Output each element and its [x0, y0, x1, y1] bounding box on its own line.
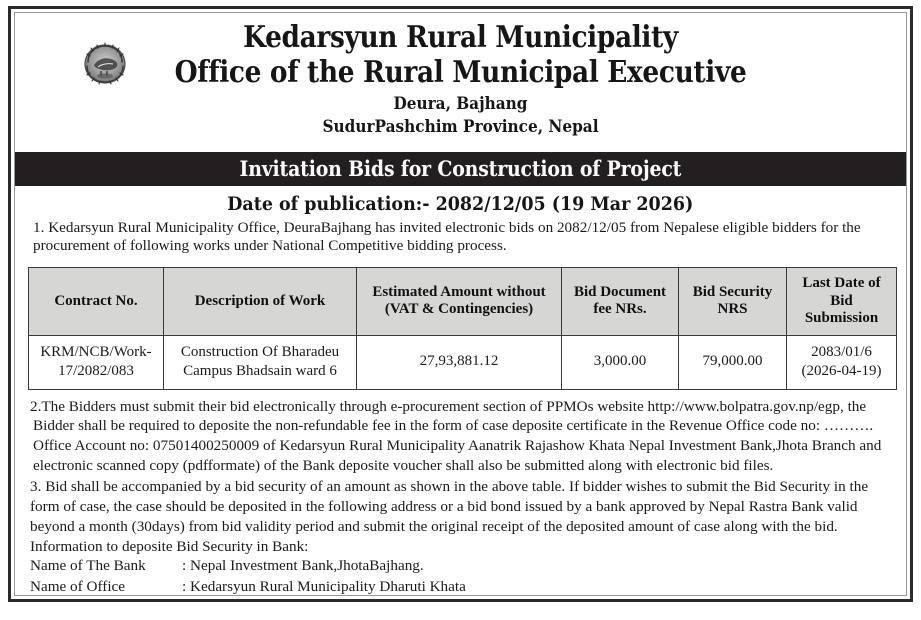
- cell-last-date-line2: (2026-04-19): [801, 362, 882, 379]
- th-bid-document-fee-line1: Bid Document: [573, 283, 667, 300]
- paragraph-1: 1. Kedarsyun Rural Municipality Office, …: [33, 218, 861, 254]
- bank-label-name-of-bank: Name of The Bank: [30, 557, 146, 575]
- th-estimated-amount-line2: (VAT & Contingencies): [384, 301, 534, 318]
- organization-office: Office of the Rural Municipal Executive: [174, 54, 747, 90]
- cell-contract-no-line1: KRM/NCB/Work-: [40, 344, 152, 361]
- cell-description-line1: Construction Of Bharadeu: [180, 344, 340, 361]
- bank-label-name-of-office: Name of Office: [30, 577, 126, 595]
- bank-value-name-of-office: : Kedarsyun Rural Municipality Dharuti K…: [182, 577, 466, 595]
- th-contract-no: Contract No.: [28, 267, 164, 337]
- notice-inner-frame: Kedarsyun Rural Municipality Office of t…: [14, 12, 907, 596]
- th-bid-security-line1: Bid Security: [692, 283, 773, 300]
- organization-name: Kedarsyun Rural Municipality: [243, 20, 678, 55]
- paragraph-3: 3. Bid shall be accompanied by a bid sec…: [30, 478, 869, 555]
- bank-info-row-office: Name of Office : Kedarsyun Rural Municip…: [30, 577, 893, 595]
- table-row: KRM/NCB/Work- 17/2082/083 Construction O…: [28, 335, 897, 390]
- th-bid-document-fee: Bid Document fee NRs.: [561, 267, 679, 337]
- paragraph-2-body: Bidder shall be required to deposite the…: [33, 417, 882, 474]
- paragraph-2-line1: 2.The Bidders must submit their bid elec…: [30, 397, 867, 415]
- table-header-row: Contract No. Description of Work Estimat…: [28, 267, 897, 337]
- bid-details-table: Contract No. Description of Work Estimat…: [28, 267, 897, 390]
- th-last-date-line1: Last Date of Bid: [802, 275, 881, 309]
- th-bid-document-fee-line2: fee NRs.: [593, 301, 647, 318]
- notice-outer-frame: Kedarsyun Rural Municipality Office of t…: [8, 6, 913, 602]
- th-estimated-amount-line1: Estimated Amount without: [372, 283, 546, 300]
- notice-header: Kedarsyun Rural Municipality Office of t…: [15, 13, 906, 145]
- notice-title-banner: Invitation Bids for Construction of Proj…: [15, 151, 906, 186]
- bank-information-block: Name of The Bank : Nepal Investment Bank…: [28, 556, 893, 595]
- organization-place: Deura, Bajhang: [393, 94, 528, 115]
- th-bid-security: Bid Security NRS: [678, 267, 787, 337]
- publication-date-text: Date of publication:- 2082/12/05 (19 Mar…: [227, 192, 694, 215]
- cell-contract-no-line2: 17/2082/083: [58, 362, 134, 379]
- bank-info-row-bank: Name of The Bank : Nepal Investment Bank…: [30, 556, 893, 576]
- cell-bid-security: 79,000.00: [678, 335, 787, 390]
- th-last-date-of-bid-submission: Last Date of Bid Submission: [786, 267, 897, 337]
- paragraph-2: 2.The Bidders must submit their bid elec…: [28, 396, 893, 475]
- nepal-government-emblem-icon: [77, 35, 133, 91]
- cell-last-date-line1: 2083/01/6: [811, 344, 872, 361]
- th-description-of-work: Description of Work: [163, 267, 357, 337]
- cell-description-line2: Campus Bhadsain ward 6: [183, 362, 337, 379]
- cell-description: Construction Of Bharadeu Campus Bhadsain…: [163, 335, 357, 390]
- bank-value-name-of-bank: : Nepal Investment Bank,JhotaBajhang.: [182, 557, 424, 575]
- notice-title-text: Invitation Bids for Construction of Proj…: [239, 155, 682, 181]
- notice-body: 1. Kedarsyun Rural Municipality Office, …: [15, 218, 906, 595]
- cell-last-date: 2083/01/6 (2026-04-19): [786, 335, 897, 390]
- organization-province: SudurPashchim Province, Nepal: [322, 117, 599, 138]
- publication-date-line: Date of publication:- 2082/12/05 (19 Mar…: [15, 186, 906, 219]
- th-bid-security-line2: NRS: [717, 301, 748, 318]
- cell-estimated-amount: 27,93,881.12: [356, 335, 562, 390]
- cell-bid-document-fee: 3,000.00: [561, 335, 679, 390]
- cell-contract-no: KRM/NCB/Work- 17/2082/083: [28, 335, 164, 390]
- th-last-date-line2: Submission: [804, 309, 879, 326]
- th-estimated-amount: Estimated Amount without (VAT & Continge…: [356, 267, 562, 337]
